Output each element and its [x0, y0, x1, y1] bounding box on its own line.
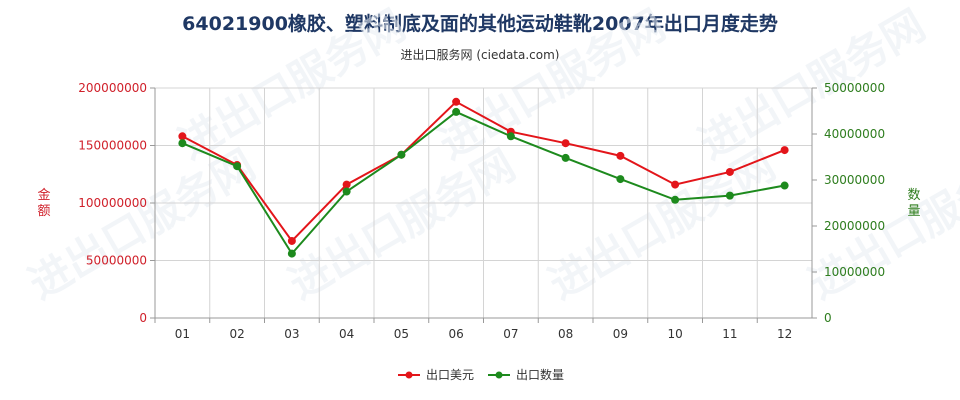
series-2-point [506, 132, 515, 141]
watermark-text: 进出口服务网 [171, 0, 414, 168]
y-right-tick-label: 50000000 [824, 81, 885, 95]
series-1-point [178, 132, 187, 141]
series-1-point [342, 180, 351, 189]
series-2-point [287, 249, 296, 258]
series-1-point [780, 146, 789, 155]
series-layer [178, 97, 789, 258]
series-1-point [561, 139, 570, 148]
y-left-tick-label: 100000000 [78, 196, 147, 210]
y-right-tick-label: 0 [824, 311, 832, 325]
x-tick-label: 08 [558, 327, 573, 341]
series-2-point [452, 107, 461, 116]
x-tick-label: 02 [229, 327, 244, 341]
series-2-point [561, 153, 570, 162]
series-1-point [616, 151, 625, 160]
y-right-tick-label: 40000000 [824, 127, 885, 141]
series-2-point [780, 181, 789, 190]
y-right-tick-label: 10000000 [824, 265, 885, 279]
legend-label: 出口数量 [516, 367, 564, 382]
y-left-tick-label: 200000000 [78, 81, 147, 95]
legend-swatch-marker [495, 371, 503, 379]
y-left-tick-label: 150000000 [78, 139, 147, 153]
series-2-point [342, 187, 351, 196]
x-tick-label: 01 [175, 327, 190, 341]
series-line-2 [181, 110, 785, 256]
y-axis-right-title: 数量 [907, 188, 920, 219]
chart-title: 64021900橡胶、塑料制底及面的其他运动鞋靴2007年出口月度走势 [182, 13, 778, 35]
series-2-point [616, 175, 625, 184]
series-1-point [671, 180, 680, 189]
x-tick-label: 11 [722, 327, 737, 341]
series-1-point [725, 167, 734, 176]
axes-layer: 0500000001000000001500000002000000000100… [37, 81, 920, 341]
series-line-1 [181, 100, 785, 243]
x-tick-label: 10 [667, 327, 682, 341]
x-tick-label: 06 [448, 327, 463, 341]
x-tick-label: 09 [613, 327, 628, 341]
x-tick-label: 12 [777, 327, 792, 341]
x-tick-label: 07 [503, 327, 518, 341]
legend-label: 出口美元 [426, 368, 474, 382]
y-left-tick-label: 50000000 [86, 254, 147, 268]
series-2-point [233, 162, 242, 171]
x-tick-label: 04 [339, 327, 354, 341]
y-axis-left-title: 金额 [37, 187, 50, 219]
legend: 出口美元 出口数量 [398, 367, 564, 382]
series-2-point [397, 150, 406, 159]
series-2-point [178, 139, 187, 148]
watermark-text: 进出口服务网 [431, 0, 674, 168]
series-1-point [287, 236, 296, 245]
series-2-point [725, 191, 734, 200]
series-2-point [671, 195, 680, 204]
y-left-tick-label: 0 [139, 311, 147, 325]
y-right-tick-label: 30000000 [824, 173, 885, 187]
legend-swatch-marker [405, 371, 413, 379]
x-tick-label: 05 [394, 327, 409, 341]
chart-subtitle: 进出口服务网 (ciedata.com) [400, 48, 560, 62]
y-right-tick-label: 20000000 [824, 219, 885, 233]
x-tick-label: 03 [284, 327, 299, 341]
series-1-point [452, 97, 461, 106]
watermark-text: 进出口服务网 [21, 140, 264, 308]
